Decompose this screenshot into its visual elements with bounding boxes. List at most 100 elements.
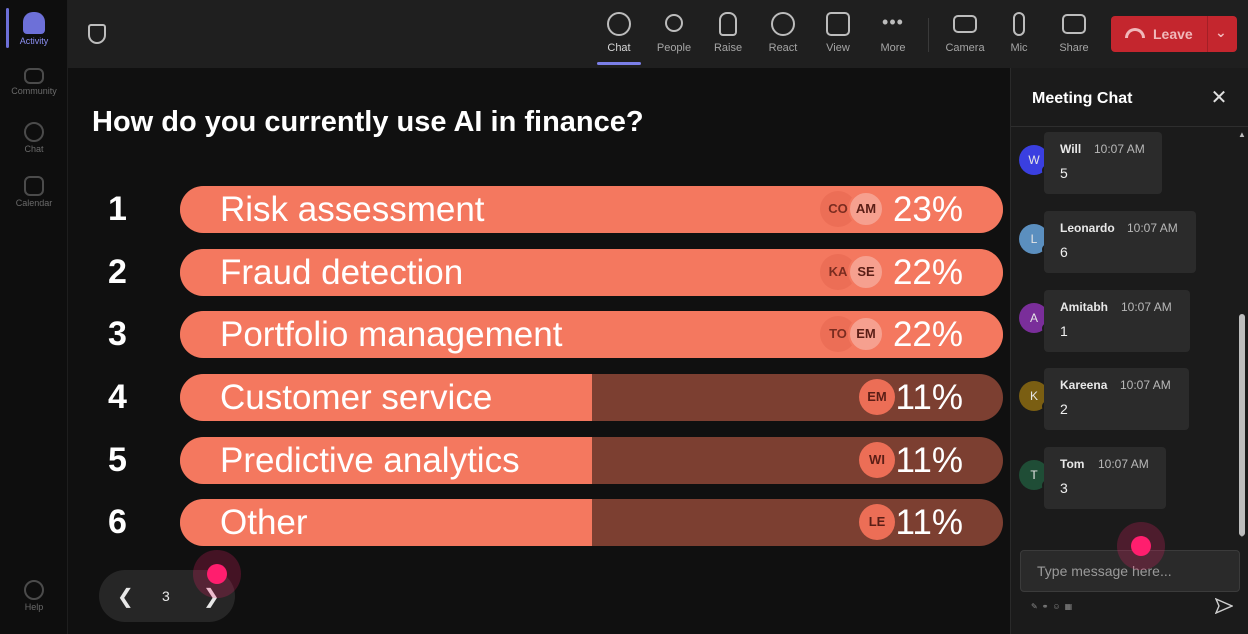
message-bubble[interactable]: Will 10:07 AM 5 — [1044, 132, 1162, 194]
attach-icon[interactable]: ⚭ — [1041, 602, 1053, 611]
active-indicator — [6, 8, 9, 48]
option-label: Portfolio management — [220, 315, 563, 354]
rail-item-label: Activity — [19, 36, 49, 46]
chat-message: T Tom 10:07 AM 3 — [1019, 447, 1199, 511]
toolbar-view-button[interactable]: View — [811, 8, 865, 62]
chat-message: A Amitabh 10:07 AM 1 — [1019, 290, 1199, 354]
option-rank: 6 — [108, 503, 127, 541]
rail-item-activity[interactable]: Activity — [0, 12, 68, 46]
active-tab-indicator — [597, 62, 641, 65]
calendar-icon — [24, 176, 44, 196]
poll-option-row: 1 Risk assessment CO AM 23% — [68, 186, 1010, 234]
rail-item-chat[interactable]: Chat — [0, 122, 68, 154]
chat-title: Meeting Chat — [1032, 90, 1133, 107]
sender-name: Tom — [1060, 457, 1085, 471]
toolbar-mic-button[interactable]: Mic — [992, 8, 1046, 62]
format-icon[interactable]: ✎ — [1031, 602, 1042, 611]
option-percentage: 23% — [892, 190, 963, 229]
help-icon — [24, 580, 44, 600]
toolbar-raise-button[interactable]: Raise — [701, 8, 755, 62]
toolbar-share-button[interactable]: Share — [1047, 8, 1101, 62]
chevron-left-icon[interactable]: ❮ — [117, 586, 134, 608]
chat-icon — [24, 122, 44, 142]
poll-option-row: 5 Predictive analytics WI 11% — [68, 437, 1010, 485]
leave-button[interactable]: Leave ⌄ — [1111, 16, 1237, 52]
scroll-thumb[interactable] — [1239, 314, 1245, 536]
page-number: 3 — [162, 588, 170, 604]
option-bar: Predictive analytics WI 11% — [180, 437, 1003, 484]
chat-scrollbar[interactable]: ▲ ▼ — [1237, 130, 1247, 540]
rail-item-help[interactable]: Help — [0, 580, 68, 612]
button-label: View — [826, 42, 850, 54]
chevron-down-icon[interactable]: ⌄ — [1215, 24, 1227, 40]
voter-avatar: AM — [848, 191, 884, 227]
toolbar-chat-button[interactable]: Chat — [592, 8, 646, 62]
option-rank: 2 — [108, 253, 127, 291]
shield-icon[interactable] — [88, 24, 106, 44]
toolbar-camera-button[interactable]: Camera — [938, 8, 992, 62]
option-label: Predictive analytics — [220, 441, 520, 480]
option-rank: 1 — [108, 190, 127, 228]
message-text: 1 — [1060, 323, 1068, 339]
message-bubble[interactable]: Leonardo 10:07 AM 6 — [1044, 211, 1196, 273]
button-label: Mic — [1010, 42, 1028, 54]
option-label: Customer service — [220, 378, 493, 417]
chevron-right-icon[interactable]: ❯ — [203, 586, 220, 608]
message-input[interactable]: Type message here... — [1020, 550, 1240, 592]
bell-icon — [23, 12, 45, 34]
voter-avatar: EM — [848, 316, 884, 352]
rail-item-label: Calendar — [15, 198, 53, 208]
hang-up-icon — [1125, 28, 1145, 38]
send-icon[interactable] — [1215, 598, 1233, 614]
option-bar: Fraud detection KA SE 22% — [180, 249, 1003, 296]
voter-avatar: SE — [848, 254, 884, 290]
scroll-up-icon[interactable]: ▲ — [1238, 130, 1246, 139]
button-label: React — [768, 42, 798, 54]
message-timestamp: 10:07 AM — [1127, 221, 1178, 235]
mic-icon — [1013, 12, 1025, 36]
option-label: Fraud detection — [220, 253, 464, 292]
toolbar-people-button[interactable]: People — [647, 8, 701, 62]
option-rank: 4 — [108, 378, 127, 416]
message-bubble[interactable]: Kareena 10:07 AM 2 — [1044, 368, 1189, 430]
poll-question: How do you currently use AI in finance? — [92, 106, 644, 138]
divider — [1011, 126, 1248, 127]
rail-item-calendar[interactable]: Calendar — [0, 176, 68, 208]
scroll-down-icon[interactable]: ▼ — [1238, 530, 1246, 539]
meeting-toolbar: Chat People Raise React View ••• More Ca… — [68, 0, 1248, 68]
option-bar-fill — [180, 374, 592, 421]
message-text: 3 — [1060, 480, 1068, 496]
sender-name: Will — [1060, 142, 1082, 156]
view-icon — [826, 12, 850, 36]
message-timestamp: 10:07 AM — [1094, 142, 1145, 156]
poll-stage: How do you currently use AI in finance? … — [68, 68, 1010, 634]
sender-name: Kareena — [1060, 378, 1108, 392]
button-label: Raise — [713, 42, 743, 54]
toolbar-more-button[interactable]: ••• More — [866, 8, 920, 62]
rail-item-label: Community — [11, 86, 57, 96]
meeting-chat-panel: Meeting Chat ✕ W Will 10:07 AM 5 L Leonardo 10… — [1010, 68, 1248, 634]
camera-off-icon — [953, 15, 977, 33]
close-icon[interactable]: ✕ — [1210, 87, 1228, 109]
button-label: Chat — [607, 42, 631, 54]
option-percentage: 11% — [895, 441, 963, 480]
rail-item-label: Help — [24, 602, 44, 612]
toolbar-react-button[interactable]: React — [756, 8, 810, 62]
share-icon — [1062, 14, 1086, 34]
option-bar: Risk assessment CO AM 23% — [180, 186, 1003, 233]
gif-icon[interactable]: ▦ — [1064, 602, 1077, 611]
more-icon: ••• — [882, 12, 904, 32]
rail-item-community[interactable]: Community — [0, 68, 68, 96]
pointer-highlight — [207, 564, 227, 584]
message-timestamp: 10:07 AM — [1121, 300, 1172, 314]
option-percentage: 11% — [895, 378, 963, 417]
button-label: Share — [1059, 42, 1089, 54]
message-text: 2 — [1060, 401, 1068, 417]
button-label: Camera — [945, 42, 985, 54]
message-bubble[interactable]: Tom 10:07 AM 3 — [1044, 447, 1166, 509]
message-timestamp: 10:07 AM — [1098, 457, 1149, 471]
message-timestamp: 10:07 AM — [1120, 378, 1171, 392]
button-label: People — [656, 42, 692, 54]
message-bubble[interactable]: Amitabh 10:07 AM 1 — [1044, 290, 1190, 352]
emoji-icon[interactable]: ☺ — [1052, 602, 1065, 611]
